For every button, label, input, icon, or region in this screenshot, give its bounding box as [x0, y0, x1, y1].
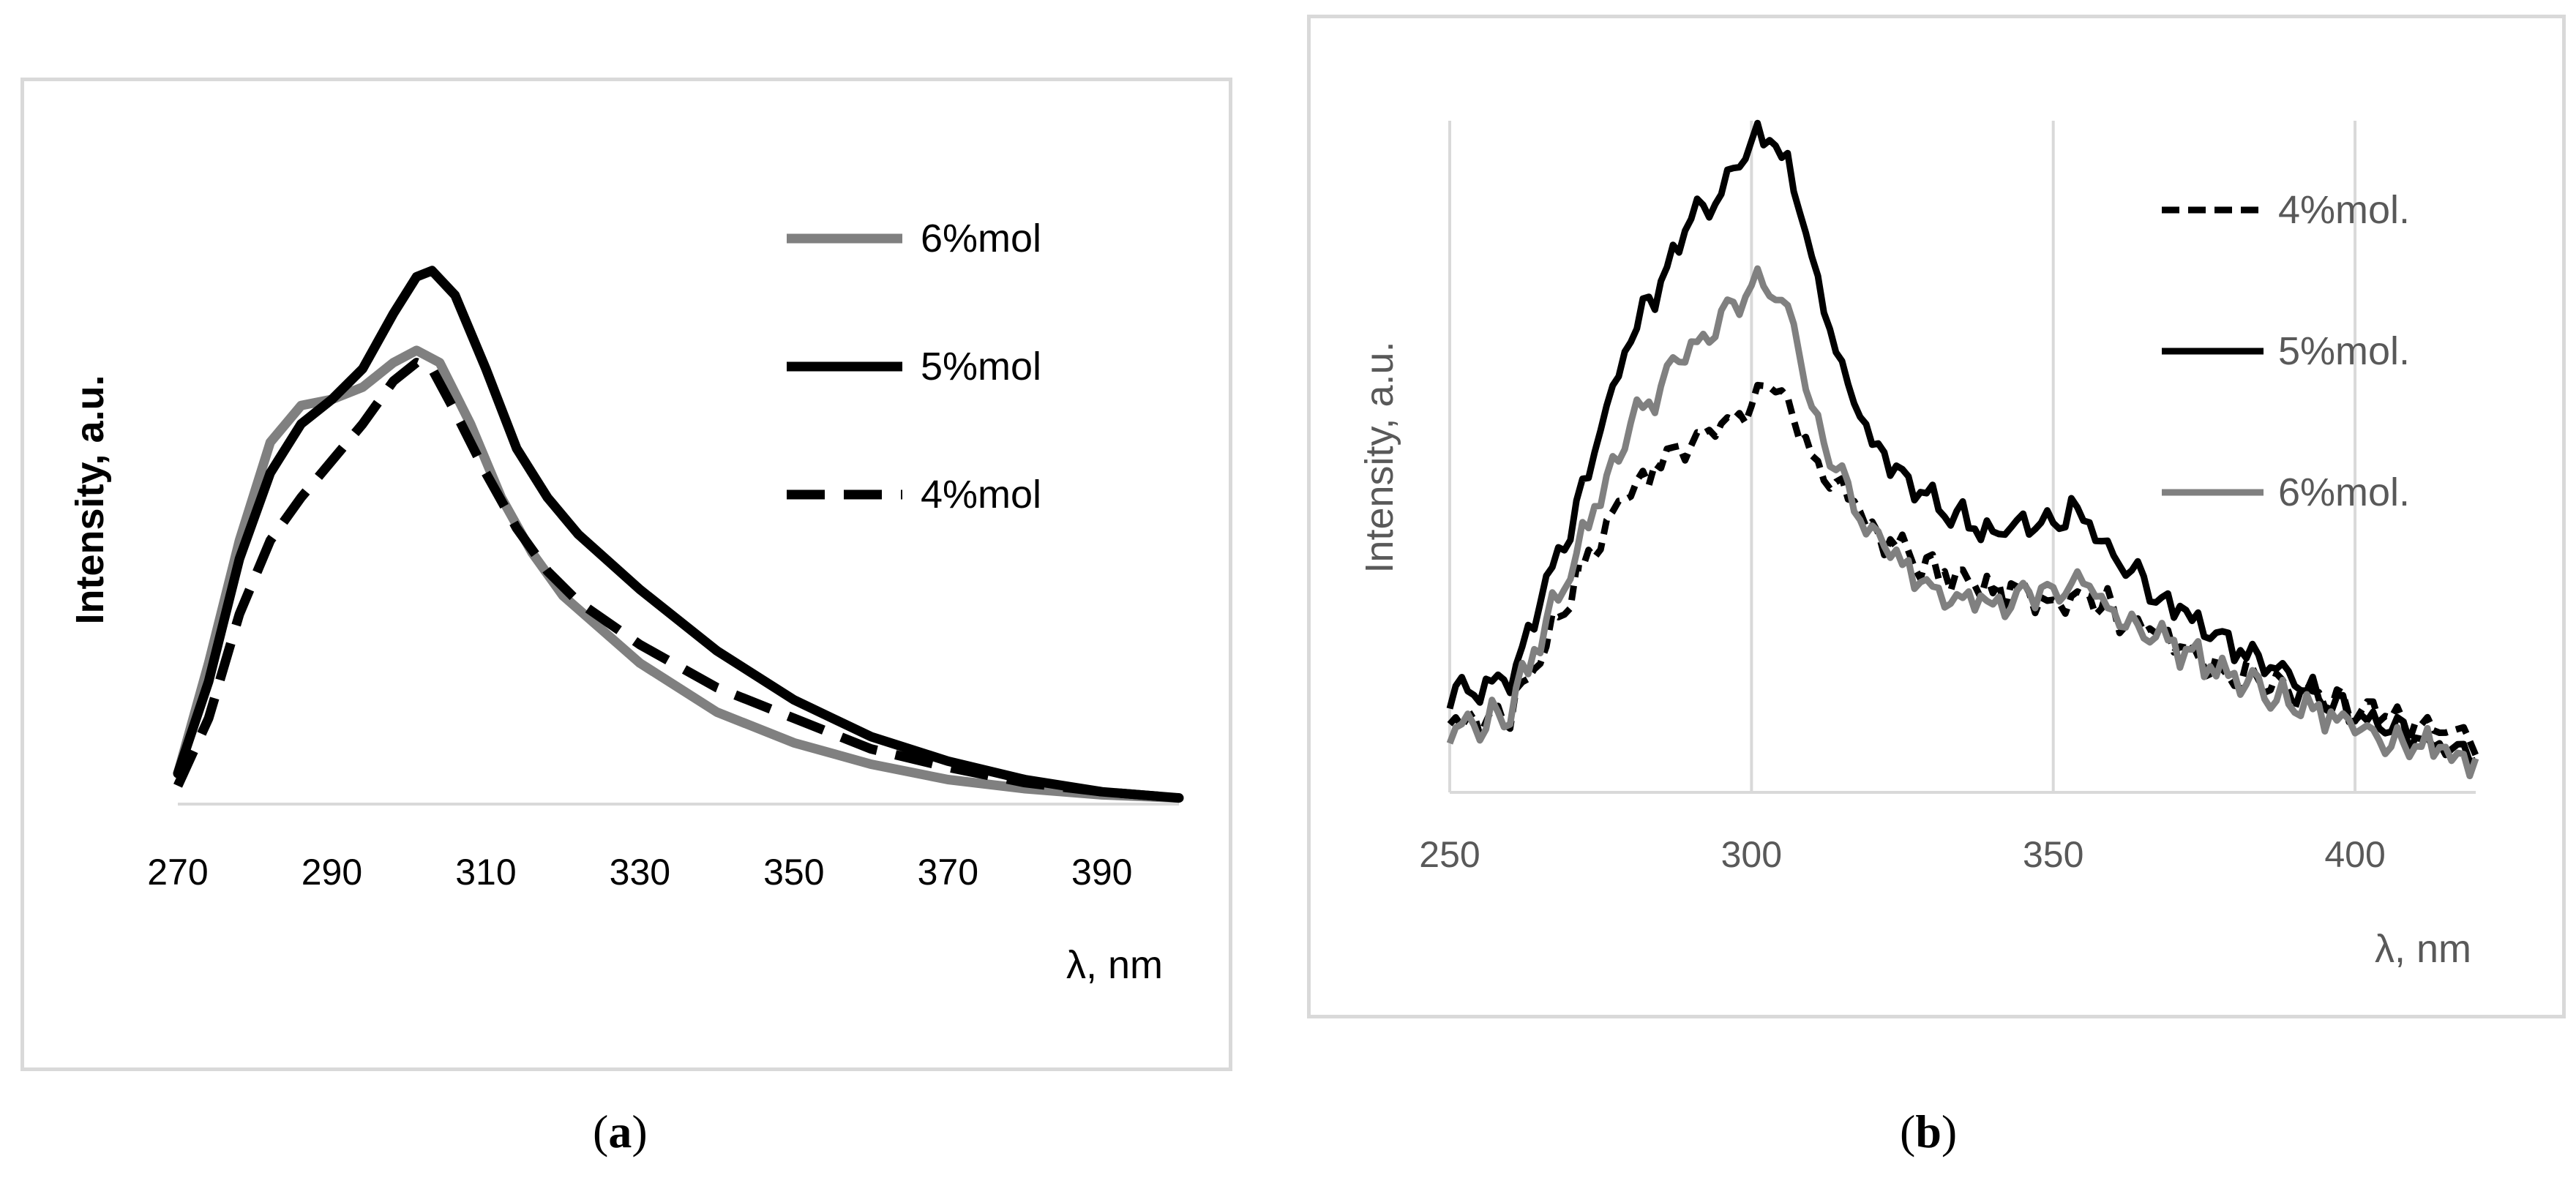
chart-panel-b: 250 300 350 400 λ, nm Intensity, a.u. 4%mol. 5%… — [1307, 15, 2566, 1018]
series-line-5mol — [173, 266, 1184, 803]
x-axis-title: λ, nm — [1066, 943, 1163, 987]
x-tick-label: 350 — [2023, 834, 2083, 875]
legend-label: 6%mol. — [2278, 470, 2410, 514]
x-tick-label: 290 — [302, 852, 362, 893]
legend-label: 5%mol — [921, 345, 1041, 389]
x-tick-label: 310 — [455, 852, 516, 893]
series-line-6mol — [1446, 265, 2479, 779]
x-tick-label: 370 — [918, 852, 978, 893]
x-tick-label: 270 — [147, 852, 208, 893]
series-line-5mol — [1446, 119, 2477, 765]
x-tick-label: 400 — [2324, 834, 2385, 875]
caption-a: (a) — [593, 1106, 648, 1157]
x-tick-label: 330 — [610, 852, 670, 893]
x-tick-label: 350 — [763, 852, 824, 893]
x-tick-label: 300 — [1721, 834, 1782, 875]
x-tick-label: 390 — [1071, 852, 1132, 893]
chart-panel-a: 270 290 310 330 350 370 390 λ, nm Intensity, a.u… — [20, 78, 1232, 1071]
legend-label: 5%mol. — [2278, 329, 2410, 373]
chart-b-svg: 250 300 350 400 λ, nm Intensity, a.u. 4%mol. 5%… — [1358, 119, 2479, 971]
x-axis-title: λ, nm — [2375, 927, 2471, 971]
y-axis-title: Intensity, a.u. — [68, 375, 112, 624]
series-line-4mol — [173, 358, 1180, 803]
series-line-6mol — [173, 345, 1184, 803]
x-tick-label: 250 — [1419, 834, 1480, 875]
legend-label: 4%mol — [921, 473, 1041, 517]
caption-b-letter: b — [1915, 1106, 1942, 1157]
caption-b: (b) — [1900, 1106, 1958, 1157]
y-axis-title: Intensity, a.u. — [1358, 341, 1401, 573]
legend-label: 4%mol. — [2278, 188, 2410, 232]
caption-a-letter: a — [608, 1106, 632, 1157]
chart-a-svg: 270 290 310 330 350 370 390 λ, nm Intensity, a.u… — [68, 217, 1184, 987]
legend-label: 6%mol — [921, 217, 1041, 260]
series-line-4mol — [1447, 381, 2479, 757]
